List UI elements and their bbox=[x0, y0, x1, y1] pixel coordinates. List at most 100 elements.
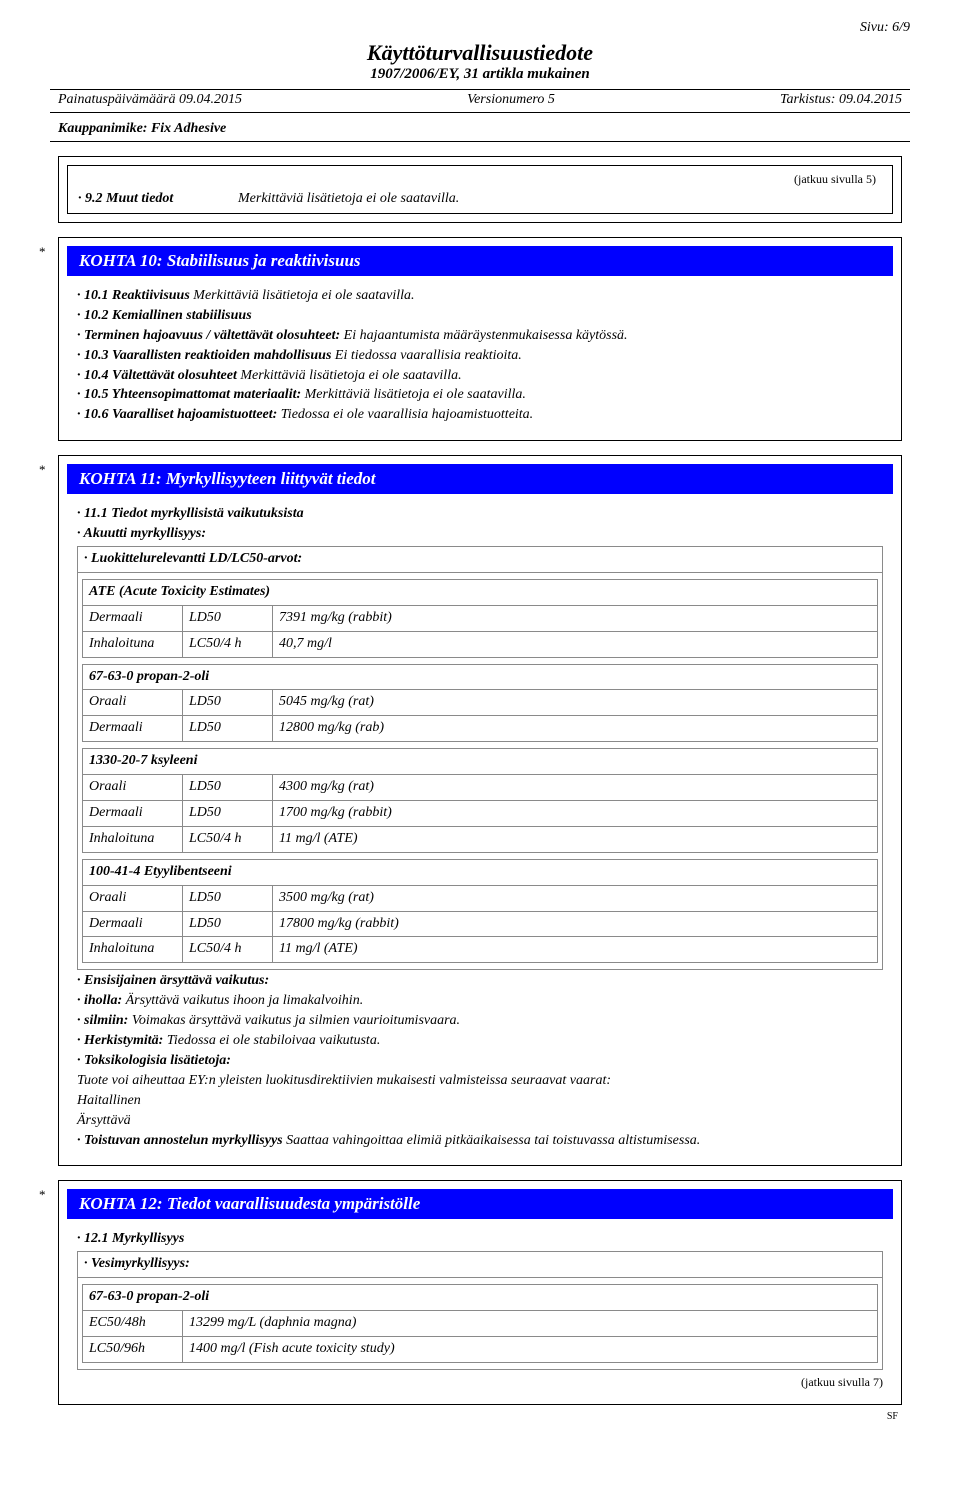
tox-table-11: · Luokittelurelevantti LD/LC50-arvot: ATE… bbox=[77, 546, 883, 970]
line-text: Tiedossa ei ole stabiloivaa vaikutusta. bbox=[163, 1033, 380, 1048]
section-11-line: · Toksikologisia lisätietoja: bbox=[77, 1052, 883, 1071]
tox-row: DermaaliLD507391 mg/kg (rabbit) bbox=[83, 605, 878, 631]
section-11-line: · iholla: Ärsyttävä vaikutus ihoon ja li… bbox=[77, 992, 883, 1011]
tox-group-table: ATE (Acute Toxicity Estimates)DermaaliLD… bbox=[82, 579, 878, 658]
tox-group-title: 67-63-0 propan-2-oli bbox=[83, 664, 878, 690]
tox-row: DermaaliLD5012800 mg/kg (rab) bbox=[83, 716, 878, 742]
block-9-2: (jatkuu sivulla 5) · 9.2 Muut tiedot Mer… bbox=[58, 156, 902, 223]
section-12-header: KOHTA 12: Tiedot vaarallisuudesta ympäri… bbox=[67, 1189, 893, 1219]
section-11-line: Tuote voi aiheuttaa EY:n yleisten luokit… bbox=[77, 1072, 883, 1091]
tox-row: EC50/48h13299 mg/L (daphnia magna) bbox=[83, 1311, 878, 1337]
tox-metric: LC50/4 h bbox=[183, 631, 273, 657]
tox-table-12: · Vesimyrkyllisyys:67-63-0 propan-2-oliE… bbox=[77, 1251, 883, 1370]
tox-route: Dermaali bbox=[83, 801, 183, 827]
section-10-line: · Terminen hajoavuus / vältettävät olosu… bbox=[77, 327, 883, 346]
line-lead: · Ensisijainen ärsyttävä vaikutus: bbox=[77, 973, 269, 988]
tox-value: 1700 mg/kg (rabbit) bbox=[273, 801, 878, 827]
tox-value: 3500 mg/kg (rat) bbox=[273, 885, 878, 911]
tox-metric: LC50/4 h bbox=[183, 826, 273, 852]
tox-value: 5045 mg/kg (rat) bbox=[273, 690, 878, 716]
tox-row: LC50/96h1400 mg/l (Fish acute toxicity s… bbox=[83, 1336, 878, 1362]
tox-group-title: 100-41-4 Etyylibentseeni bbox=[83, 859, 878, 885]
tox-value: 12800 mg/kg (rab) bbox=[273, 716, 878, 742]
tox-value: 1400 mg/l (Fish acute toxicity study) bbox=[183, 1336, 878, 1362]
tox-value: 4300 mg/kg (rat) bbox=[273, 775, 878, 801]
tox-metric: LD50 bbox=[183, 716, 273, 742]
tox-value: 11 mg/l (ATE) bbox=[273, 937, 878, 963]
tox-row: OraaliLD503500 mg/kg (rat) bbox=[83, 885, 878, 911]
tox-metric: LD50 bbox=[183, 801, 273, 827]
divider bbox=[50, 112, 910, 113]
line-lead: · Terminen hajoavuus / vältettävät olosu… bbox=[77, 328, 340, 343]
tox-value: 13299 mg/L (daphnia magna) bbox=[183, 1311, 878, 1337]
tox-row: InhaloitunaLC50/4 h11 mg/l (ATE) bbox=[83, 826, 878, 852]
change-marker: * bbox=[39, 244, 46, 260]
version-number: Versionumero 5 bbox=[467, 92, 555, 108]
tox-route: Oraali bbox=[83, 775, 183, 801]
tox-row: InhaloitunaLC50/4 h40,7 mg/l bbox=[83, 631, 878, 657]
sec11-intro1: · 11.1 Tiedot myrkyllisistä vaikutuksist… bbox=[77, 505, 883, 524]
tox-route: Dermaali bbox=[83, 911, 183, 937]
section-11-line: · Toistuvan annostelun myrkyllisyys Saat… bbox=[77, 1132, 883, 1151]
tox-route: Inhaloituna bbox=[83, 937, 183, 963]
section-10-line: · 10.1 Reaktiivisuus Merkittäviä lisätie… bbox=[77, 287, 883, 306]
line-text: Saattaa vahingoittaa elimiä pitkäaikaise… bbox=[283, 1133, 701, 1148]
sec11-after: · Ensisijainen ärsyttävä vaikutus: · ihol… bbox=[77, 972, 883, 1150]
line-lead: · 10.5 Yhteensopimattomat materiaalit: bbox=[77, 387, 301, 402]
line-text: Merkittäviä lisätietoja ei ole saatavill… bbox=[301, 387, 526, 402]
doc-subtitle: 1907/2006/EY, 31 artikla mukainen bbox=[50, 66, 910, 83]
tox-group-title: 67-63-0 propan-2-oli bbox=[83, 1285, 878, 1311]
line-lead: · 10.1 Reaktiivisuus bbox=[77, 288, 190, 303]
item-9-2-value: Merkittäviä lisätietoja ei ole saatavill… bbox=[238, 191, 882, 207]
continued-to: (jatkuu sivulla 7) bbox=[77, 1374, 883, 1390]
tox-route: LC50/96h bbox=[83, 1336, 183, 1362]
tox-route: Oraali bbox=[83, 690, 183, 716]
revision-date: Tarkistus: 09.04.2015 bbox=[780, 92, 902, 108]
tox-class-header: · Luokittelurelevantti LD/LC50-arvot: bbox=[78, 547, 883, 573]
tox-value: 40,7 mg/l bbox=[273, 631, 878, 657]
block-section-12: * KOHTA 12: Tiedot vaarallisuudesta ympä… bbox=[58, 1180, 902, 1405]
section-10-line: · 10.2 Kemiallinen stabiilisuus bbox=[77, 307, 883, 326]
line-lead: · silmiin: bbox=[77, 1013, 128, 1028]
section-10-header: KOHTA 10: Stabiilisuus ja reaktiivisuus bbox=[67, 246, 893, 276]
section-10-line: · 10.5 Yhteensopimattomat materiaalit: M… bbox=[77, 386, 883, 405]
section-11-line: · Herkistymitä: Tiedossa ei ole stabiloi… bbox=[77, 1032, 883, 1051]
tox-class-header: · Vesimyrkyllisyys: bbox=[78, 1252, 883, 1278]
inner-block-9-2: (jatkuu sivulla 5) · 9.2 Muut tiedot Mer… bbox=[67, 165, 893, 214]
tox-group-title: ATE (Acute Toxicity Estimates) bbox=[83, 579, 878, 605]
sec11-intro2: · Akuutti myrkyllisyys: bbox=[77, 525, 883, 544]
trade-name: Kauppanimike: Fix Adhesive bbox=[50, 115, 910, 139]
section-11-line: Haitallinen bbox=[77, 1092, 883, 1111]
tox-metric: LD50 bbox=[183, 690, 273, 716]
tox-metric: LD50 bbox=[183, 911, 273, 937]
page-number: Sivu: 6/9 bbox=[50, 20, 910, 36]
tox-value: 11 mg/l (ATE) bbox=[273, 826, 878, 852]
tox-metric: LD50 bbox=[183, 775, 273, 801]
section-11-line: · silmiin: Voimakas ärsyttävä vaikutus j… bbox=[77, 1012, 883, 1031]
section-10-body: · 10.1 Reaktiivisuus Merkittäviä lisätie… bbox=[63, 280, 897, 436]
section-11-line: · Ensisijainen ärsyttävä vaikutus: bbox=[77, 972, 883, 991]
tox-route: Dermaali bbox=[83, 605, 183, 631]
line-lead: · 10.6 Vaaralliset hajoamistuotteet: bbox=[77, 407, 277, 422]
tox-row: OraaliLD504300 mg/kg (rat) bbox=[83, 775, 878, 801]
tox-metric: LD50 bbox=[183, 885, 273, 911]
tox-content-cell: 67-63-0 propan-2-oliEC50/48h13299 mg/L (… bbox=[78, 1278, 883, 1370]
print-date: Painatuspäivämäärä 09.04.2015 bbox=[58, 92, 242, 108]
change-marker: * bbox=[39, 1187, 46, 1203]
item-9-2-label: · 9.2 Muut tiedot bbox=[78, 191, 238, 207]
tox-content-cell: ATE (Acute Toxicity Estimates)DermaaliLD… bbox=[78, 572, 883, 969]
tox-row: DermaaliLD5017800 mg/kg (rabbit) bbox=[83, 911, 878, 937]
line-text: Tuote voi aiheuttaa EY:n yleisten luokit… bbox=[77, 1073, 611, 1088]
section-11-body: · 11.1 Tiedot myrkyllisistä vaikutuksist… bbox=[63, 498, 897, 1161]
tox-group-table: 1330-20-7 ksyleeniOraaliLD504300 mg/kg (… bbox=[82, 748, 878, 853]
change-marker: * bbox=[39, 462, 46, 478]
line-lead: · iholla: bbox=[77, 993, 122, 1008]
line-lead: · 10.4 Vältettävät olosuhteet bbox=[77, 368, 237, 383]
section-10-line: · 10.4 Vältettävät olosuhteet Merkittävi… bbox=[77, 367, 883, 386]
line-lead: · 10.2 Kemiallinen stabiilisuus bbox=[77, 308, 252, 323]
line-lead: · 10.3 Vaarallisten reaktioiden mahdolli… bbox=[77, 348, 331, 363]
divider bbox=[50, 89, 910, 90]
line-text: Ärsyttävä vaikutus ihoon ja limakalvoihi… bbox=[122, 993, 363, 1008]
line-text: Haitallinen bbox=[77, 1093, 141, 1108]
tox-group-table: 67-63-0 propan-2-oliOraaliLD505045 mg/kg… bbox=[82, 664, 878, 743]
